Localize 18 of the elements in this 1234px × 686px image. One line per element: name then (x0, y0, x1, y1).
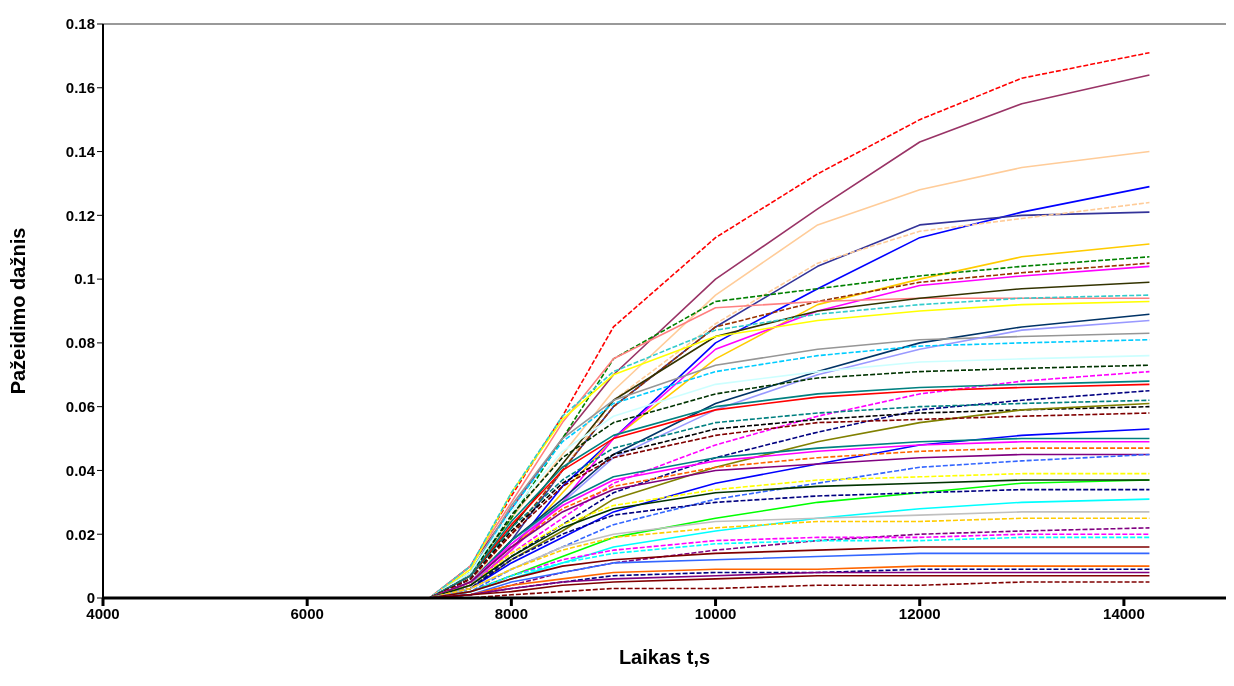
x-tick-label: 6000 (290, 604, 324, 622)
y-tick-label: 0.12 (65, 206, 95, 224)
y-tick-label: 0.1 (74, 270, 95, 288)
y-tick-label: 0.06 (65, 397, 95, 415)
y-tick-label: 0.14 (65, 142, 96, 160)
y-axis-title: Pažeidimo dažnis (7, 227, 30, 395)
x-axis-title: Laikas t,s (618, 646, 711, 668)
y-tick-label: 0.02 (65, 525, 95, 543)
y-tick-label: 0 (86, 589, 95, 607)
y-tick-label: 0.08 (65, 334, 95, 352)
x-tick-label: 12000 (898, 604, 941, 622)
y-tick-label: 0.16 (65, 79, 95, 97)
x-tick-label: 10000 (694, 604, 737, 622)
y-tick-label: 0.04 (65, 461, 96, 479)
x-tick-label: 14000 (1103, 604, 1145, 622)
x-tick-label: 4000 (86, 604, 120, 622)
x-tick-label: 8000 (494, 604, 529, 622)
y-tick-label: 0.18 (65, 15, 95, 33)
